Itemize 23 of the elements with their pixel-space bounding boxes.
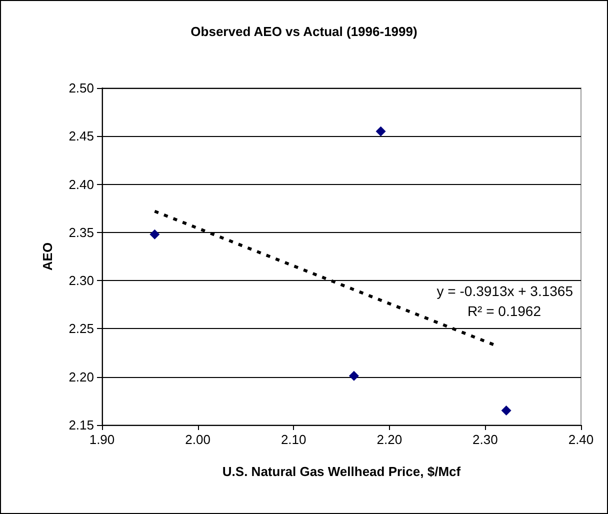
x-tick-label: 2.40 [568, 432, 594, 447]
y-tick-label: 2.20 [68, 369, 94, 384]
y-tick-label: 2.30 [68, 273, 94, 288]
x-axis-title: U.S. Natural Gas Wellhead Price, $/Mcf [222, 464, 462, 479]
annotation: y = -0.3913x + 3.1365 [436, 283, 574, 299]
annotation: R² = 0.1962 [467, 303, 542, 319]
y-tick-label: 2.15 [68, 418, 94, 432]
x-tick-label: 2.30 [472, 432, 498, 447]
y-tick-label: 2.40 [68, 176, 94, 192]
point [376, 126, 386, 136]
x-tick-label: 2.10 [280, 432, 306, 447]
x-tick-label: 1.90 [89, 432, 115, 447]
point [501, 406, 512, 416]
y-axis-title: AEO [40, 242, 55, 271]
y-tick-label: 2.45 [68, 128, 94, 144]
y-tick-label: 2.35 [68, 224, 94, 240]
x-tick-label: 2.20 [376, 432, 402, 447]
chart-title: Observed AEO vs Actual (1996-1999) [190, 24, 418, 39]
y-tick-label: 2.25 [68, 321, 94, 336]
point [150, 229, 160, 240]
point [348, 370, 359, 381]
x-tick-label: 2.00 [185, 432, 210, 447]
y-tick-label: 2.50 [68, 80, 94, 96]
